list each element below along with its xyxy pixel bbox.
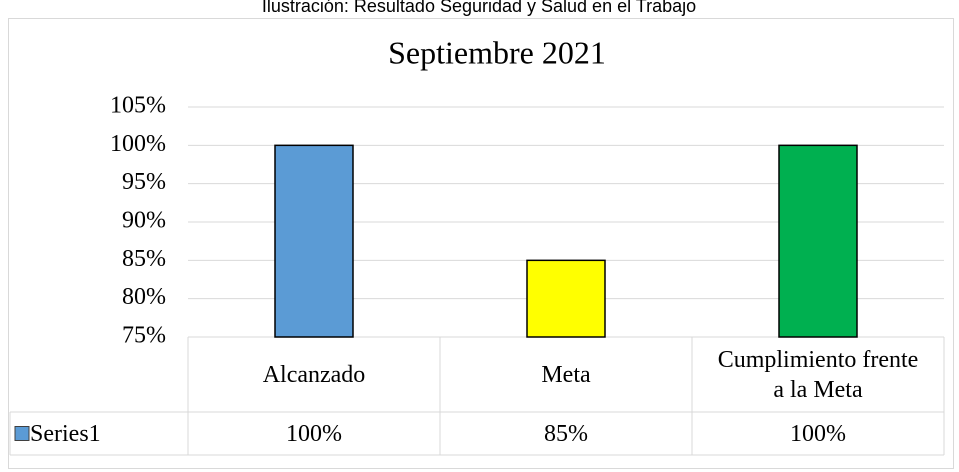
- legend-label: Series1: [30, 420, 101, 447]
- y-tick-label: 75%: [122, 323, 166, 349]
- chart-title: Septiembre 2021: [388, 34, 606, 70]
- y-tick-label: 100%: [110, 131, 166, 157]
- data-table-value: 85%: [544, 420, 588, 447]
- y-tick-label: 85%: [122, 246, 166, 272]
- bar: [778, 144, 858, 338]
- y-tick-label: 105%: [110, 93, 166, 119]
- y-tick-label: 95%: [122, 169, 166, 195]
- y-tick-label: 80%: [122, 284, 166, 310]
- bar: [526, 259, 606, 338]
- caption: Ilustración: Resultado Seguridad y Salud…: [262, 0, 696, 16]
- data-table-value: 100%: [286, 420, 342, 447]
- category-label: Cumplimiento frente a la Meta: [717, 346, 919, 403]
- category-label: Meta: [541, 361, 591, 388]
- y-tick-label: 90%: [122, 208, 166, 234]
- category-label: Alcanzado: [262, 361, 366, 388]
- legend-key: [14, 426, 30, 441]
- data-table-value: 100%: [790, 420, 846, 447]
- bar: [274, 144, 354, 338]
